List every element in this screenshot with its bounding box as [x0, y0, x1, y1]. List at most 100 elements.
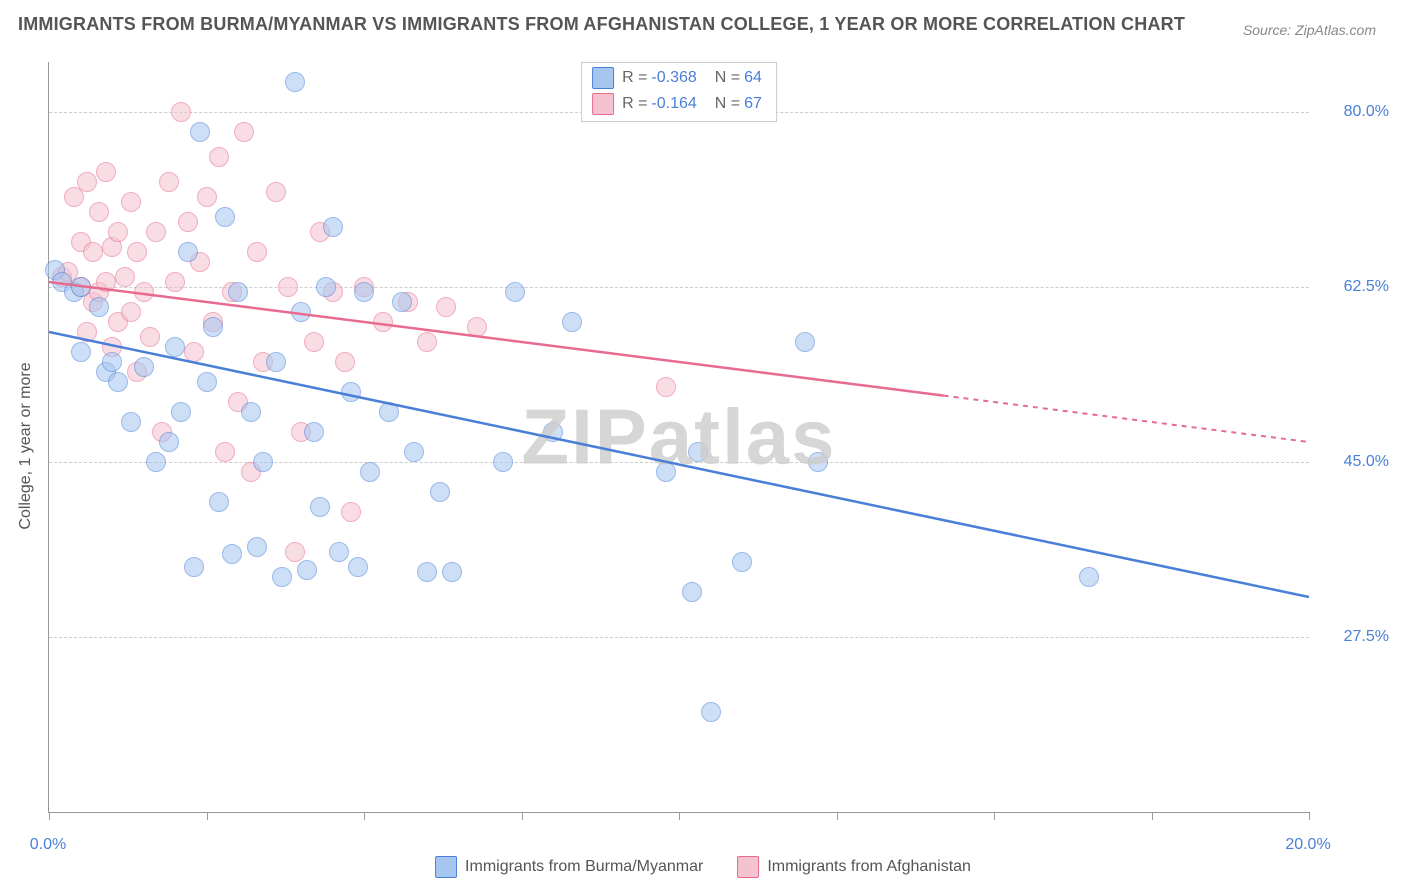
scatter-point — [323, 217, 343, 237]
scatter-point — [732, 552, 752, 572]
scatter-point — [134, 357, 154, 377]
legend-corr-row: R = -0.368 N = 64 — [592, 65, 766, 91]
x-tick-mark — [364, 812, 365, 820]
scatter-point — [266, 352, 286, 372]
scatter-point — [329, 542, 349, 562]
scatter-point — [304, 332, 324, 352]
scatter-point — [102, 352, 122, 372]
scatter-point — [71, 277, 91, 297]
scatter-point — [442, 562, 462, 582]
legend-series: Immigrants from Burma/Myanmar Immigrants… — [435, 856, 971, 878]
scatter-point — [165, 337, 185, 357]
scatter-point — [297, 560, 317, 580]
scatter-point — [146, 452, 166, 472]
legend-corr-row: R = -0.164 N = 67 — [592, 91, 766, 117]
scatter-point — [215, 442, 235, 462]
scatter-point — [121, 412, 141, 432]
scatter-point — [171, 102, 191, 122]
legend-item-pink: Immigrants from Afghanistan — [737, 856, 971, 878]
scatter-point — [159, 432, 179, 452]
y-tick-label: 27.5% — [1319, 628, 1389, 646]
scatter-point — [159, 172, 179, 192]
scatter-point — [379, 402, 399, 422]
chart-title: IMMIGRANTS FROM BURMA/MYANMAR VS IMMIGRA… — [18, 14, 1185, 35]
scatter-point — [348, 557, 368, 577]
gridline — [49, 637, 1309, 638]
scatter-point — [77, 172, 97, 192]
scatter-point — [165, 272, 185, 292]
n-value: 64 — [744, 69, 762, 87]
scatter-point — [71, 342, 91, 362]
scatter-point — [115, 267, 135, 287]
scatter-point — [373, 312, 393, 332]
scatter-point — [197, 372, 217, 392]
scatter-point — [1079, 567, 1099, 587]
scatter-point — [96, 272, 116, 292]
scatter-point — [121, 302, 141, 322]
scatter-point — [341, 382, 361, 402]
scatter-point — [285, 542, 305, 562]
scatter-point — [266, 182, 286, 202]
scatter-point — [178, 212, 198, 232]
scatter-point — [316, 277, 336, 297]
r-label: R = — [622, 95, 647, 113]
scatter-point — [285, 72, 305, 92]
source-credit: Source: ZipAtlas.com — [1243, 22, 1376, 38]
x-tick-mark — [679, 812, 680, 820]
scatter-point — [682, 582, 702, 602]
scatter-point — [247, 242, 267, 262]
x-tick-mark — [522, 812, 523, 820]
scatter-point — [203, 317, 223, 337]
scatter-point — [140, 327, 160, 347]
x-tick-label: 0.0% — [30, 836, 66, 854]
scatter-point — [96, 162, 116, 182]
n-label: N = — [715, 69, 740, 87]
swatch-pink — [737, 856, 759, 878]
scatter-point — [543, 422, 563, 442]
n-label: N = — [715, 95, 740, 113]
scatter-point — [341, 502, 361, 522]
legend-correlation: R = -0.368 N = 64 R = -0.164 N = 67 — [581, 62, 777, 122]
scatter-point — [108, 372, 128, 392]
scatter-point — [222, 544, 242, 564]
legend-label-blue: Immigrants from Burma/Myanmar — [465, 858, 703, 876]
r-label: R = — [622, 69, 647, 87]
scatter-point — [310, 497, 330, 517]
gridline — [49, 462, 1309, 463]
regression-lines — [49, 62, 1309, 812]
scatter-point — [291, 302, 311, 322]
scatter-point — [430, 482, 450, 502]
scatter-point — [209, 492, 229, 512]
n-value: 67 — [744, 95, 762, 113]
scatter-point — [360, 462, 380, 482]
scatter-point — [272, 567, 292, 587]
scatter-point — [493, 452, 513, 472]
watermark-text: ZIPatlas — [521, 392, 836, 483]
r-value: -0.164 — [651, 95, 696, 113]
legend-item-blue: Immigrants from Burma/Myanmar — [435, 856, 703, 878]
x-tick-mark — [1309, 812, 1310, 820]
scatter-point — [417, 332, 437, 352]
scatter-point — [83, 242, 103, 262]
scatter-point — [656, 377, 676, 397]
r-value: -0.368 — [651, 69, 696, 87]
scatter-point — [701, 702, 721, 722]
scatter-point — [171, 402, 191, 422]
swatch-pink — [592, 93, 614, 115]
x-tick-mark — [994, 812, 995, 820]
scatter-point — [108, 222, 128, 242]
scatter-point — [278, 277, 298, 297]
scatter-point — [417, 562, 437, 582]
scatter-point — [209, 147, 229, 167]
scatter-point — [184, 557, 204, 577]
y-tick-label: 80.0% — [1319, 103, 1389, 121]
scatter-point — [392, 292, 412, 312]
scatter-point — [688, 442, 708, 462]
y-tick-label: 45.0% — [1319, 453, 1389, 471]
scatter-point — [178, 242, 198, 262]
x-tick-mark — [49, 812, 50, 820]
scatter-point — [562, 312, 582, 332]
scatter-point — [121, 192, 141, 212]
swatch-blue — [435, 856, 457, 878]
scatter-point — [241, 402, 261, 422]
